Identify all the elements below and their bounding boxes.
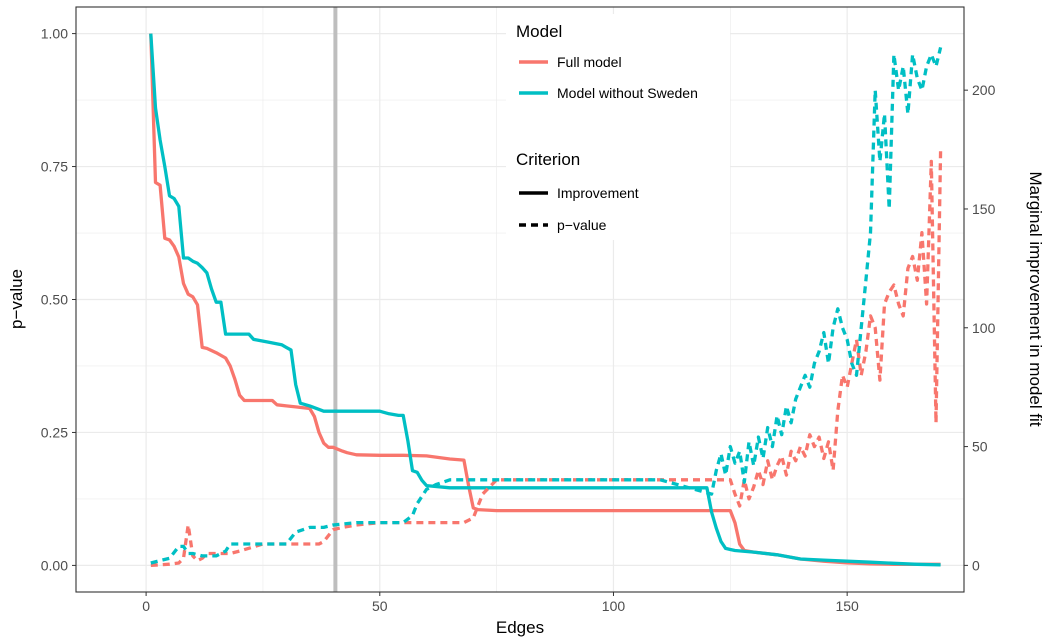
legend-model-title: Model	[516, 22, 562, 41]
legend-label-improvement: Improvement	[557, 185, 639, 201]
y-left-tick-label: 1.00	[41, 26, 68, 42]
series-line-model-without-sweden-p-value	[150, 47, 943, 565]
y-left-tick-label: 0.25	[41, 424, 68, 440]
y-right-tick-label: 150	[972, 201, 996, 217]
y-left-tick-label: 0.75	[41, 159, 68, 175]
series-line-full-model-p-value	[150, 149, 943, 568]
legend: Model Full model Model without Sweden Cr…	[506, 14, 730, 240]
axes: 0 50 100 150 0.00 0.25 0.50 0.75 1.00 0 50 100 150 20…	[41, 26, 996, 614]
series-line-full-model-improvement	[149, 33, 941, 566]
y-axis-right-title: Marginal improvement in model fit	[1026, 171, 1045, 426]
x-tick-label: 150	[835, 598, 859, 614]
y-right-tick-label: 100	[972, 320, 996, 336]
x-tick-label: 0	[142, 598, 150, 614]
legend-label-full-model: Full model	[557, 54, 622, 70]
legend-background	[506, 14, 730, 240]
x-tick-label: 100	[602, 598, 626, 614]
x-axis-title: Edges	[496, 618, 544, 637]
legend-label-p-value: p−value	[557, 217, 607, 233]
series-line-model-without-sweden-improvement	[149, 33, 941, 567]
y-axis-left-title: p−value	[7, 269, 26, 329]
series-layer	[149, 7, 943, 592]
y-right-tick-label: 0	[972, 557, 980, 573]
y-right-tick-label: 200	[972, 82, 996, 98]
y-left-tick-label: 0.50	[41, 292, 68, 308]
y-left-tick-label: 0.00	[41, 557, 68, 573]
y-right-tick-label: 50	[972, 439, 988, 455]
legend-label-model-without-sweden: Model without Sweden	[557, 85, 698, 101]
legend-criterion-title: Criterion	[516, 150, 580, 169]
x-tick-label: 50	[372, 598, 388, 614]
